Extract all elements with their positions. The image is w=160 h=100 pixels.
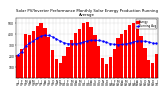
Legend: Energy, Running Avg: Energy, Running Avg — [136, 19, 157, 29]
Bar — [20, 48, 23, 78]
Bar — [55, 60, 58, 78]
Bar — [116, 38, 120, 78]
Bar — [32, 31, 35, 78]
Bar — [97, 46, 100, 78]
Bar — [124, 30, 127, 78]
Bar — [78, 29, 81, 78]
Bar — [16, 55, 20, 78]
Bar — [120, 34, 124, 78]
Bar — [86, 22, 89, 78]
Bar — [82, 24, 85, 78]
Bar — [101, 58, 104, 78]
Bar — [74, 33, 77, 78]
Title: Solar PV/Inverter Performance Monthly Solar Energy Production Running Average: Solar PV/Inverter Performance Monthly So… — [16, 9, 158, 17]
Bar — [66, 48, 70, 78]
Bar — [24, 34, 27, 78]
Bar — [128, 24, 131, 78]
Bar — [89, 27, 93, 78]
Bar — [62, 56, 66, 78]
Bar — [59, 63, 62, 78]
Bar — [93, 36, 96, 78]
Bar — [105, 64, 108, 78]
Bar — [136, 27, 139, 78]
Bar — [36, 26, 39, 78]
Bar — [43, 28, 47, 78]
Bar — [112, 49, 116, 78]
Bar — [109, 57, 112, 78]
Bar — [132, 23, 135, 78]
Bar — [140, 36, 143, 78]
Bar — [143, 48, 147, 78]
Bar — [51, 50, 54, 78]
Bar — [147, 60, 150, 78]
Bar — [28, 36, 31, 78]
Bar — [151, 63, 154, 78]
Bar — [70, 40, 73, 78]
Bar — [47, 36, 50, 78]
Bar — [155, 54, 158, 78]
Bar — [39, 24, 43, 78]
